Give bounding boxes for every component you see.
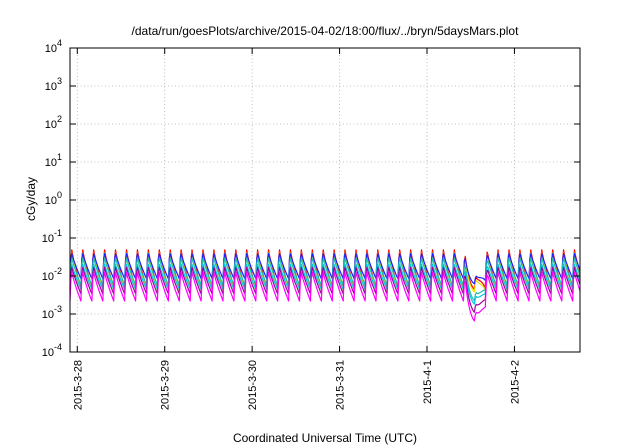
x-tick-label: 2015-3-30 — [247, 360, 259, 410]
y-axis-label: cGy/day — [24, 177, 38, 221]
series-line-5 — [69, 263, 581, 305]
y-tick-label: 104 — [45, 38, 62, 55]
x-tick-label: 2015-4-1 — [422, 360, 434, 404]
y-tick-label: 103 — [45, 76, 62, 93]
grid-lines — [70, 48, 580, 352]
y-tick-label: 10-3 — [42, 304, 62, 321]
y-tick-label: 100 — [45, 190, 62, 207]
x-tick-label: 2015-3-28 — [72, 360, 84, 410]
y-tick-label: 10-4 — [42, 342, 62, 359]
y-tick-label: 10-1 — [42, 228, 62, 245]
chart-title: /data/run/goesPlots/archive/2015-04-02/1… — [132, 24, 520, 38]
series-line-3 — [69, 252, 581, 285]
y-tick-label: 101 — [45, 152, 62, 169]
x-tick-label: 2015-3-29 — [160, 360, 172, 410]
series-group — [69, 249, 581, 322]
x-axis-label: Coordinated Universal Time (UTC) — [233, 431, 417, 445]
y-axis: 10-4 10-3 10-2 10-1 100 101 102 103 104 — [42, 38, 580, 359]
x-tick-label: 2015-4-2 — [509, 360, 521, 404]
plot-frame — [69, 47, 581, 353]
series-line-6 — [69, 266, 581, 313]
y-tick-label: 10-2 — [42, 266, 62, 283]
x-tick-label: 2015-3-31 — [335, 360, 347, 410]
series-line-7 — [69, 271, 581, 322]
x-axis: 2015-3-28 2015-3-29 2015-3-30 2015-3-31 2015… — [72, 48, 521, 410]
y-tick-label: 102 — [45, 114, 62, 131]
series-line-4 — [69, 257, 581, 302]
